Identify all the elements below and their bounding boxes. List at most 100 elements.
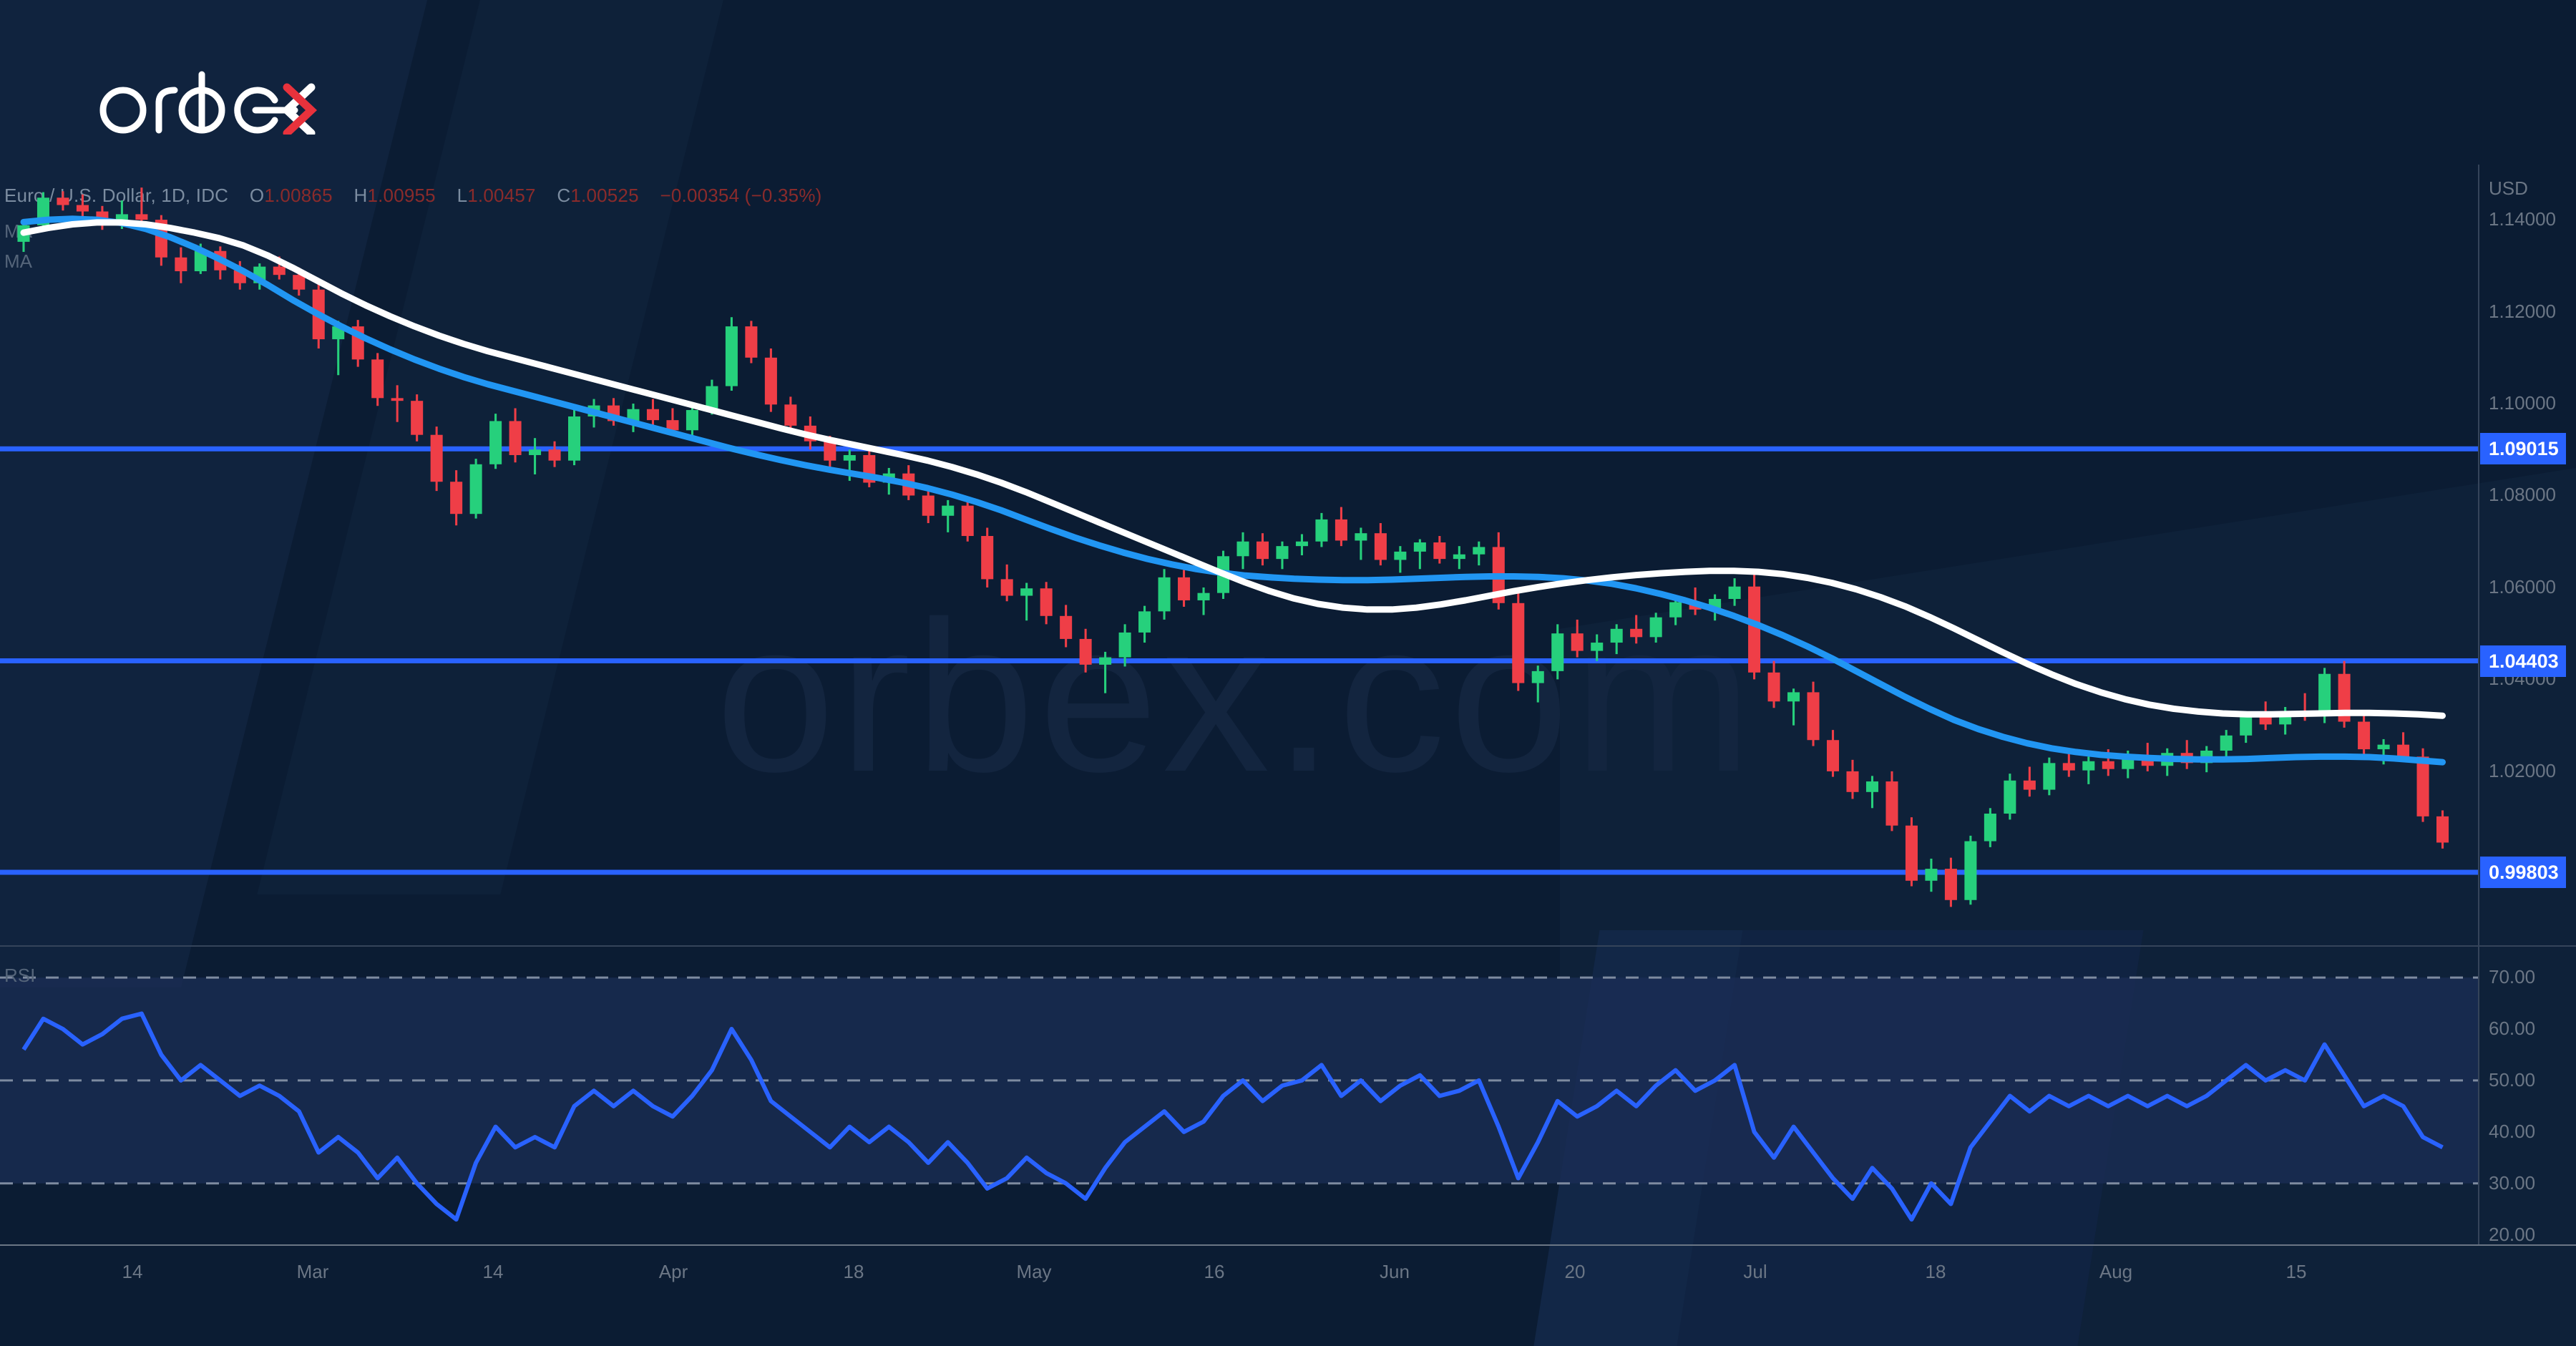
- candle: [922, 495, 935, 516]
- candle: [2023, 780, 2036, 790]
- time-axis-tick: Jul: [1743, 1261, 1767, 1282]
- candle: [1394, 551, 1407, 560]
- candle: [1040, 588, 1053, 616]
- candle: [1610, 628, 1623, 643]
- candle: [1846, 771, 1859, 792]
- candle: [745, 326, 758, 358]
- candle: [1767, 672, 1780, 702]
- time-axis-tick: 20: [1564, 1261, 1586, 1282]
- ma-line: [20, 215, 2446, 766]
- candle: [627, 409, 640, 421]
- candle: [1630, 628, 1643, 638]
- legend-high-key: H: [353, 185, 368, 206]
- candle: [2043, 763, 2056, 790]
- candle: [2318, 673, 2331, 716]
- candle: [1728, 586, 1741, 600]
- candle: [2220, 735, 2233, 751]
- candle: [548, 449, 561, 461]
- price-level-tag[interactable]: 1.04403: [2480, 645, 2566, 677]
- price-level-tag[interactable]: 1.09015: [2480, 433, 2566, 465]
- time-axis-divider: [0, 1244, 2576, 1246]
- legend-low-value: 1.00457: [467, 185, 536, 206]
- time-axis-tick: May: [1016, 1261, 1052, 1282]
- rsi-indicator-panel[interactable]: [0, 947, 2478, 1245]
- candle: [1453, 554, 1465, 560]
- candle: [489, 421, 502, 464]
- candle: [469, 464, 482, 514]
- rsi-axis[interactable]: 70.00 60.00 50.00 40.00 30.00 20.00: [2489, 947, 2575, 1246]
- time-axis[interactable]: 14 Mar 14 Apr 18 May 16 Jun 20 Jul 18 Aug 15: [0, 1254, 2478, 1304]
- time-axis-tick: 14: [122, 1261, 143, 1282]
- candle: [2004, 780, 2016, 814]
- candle: [175, 257, 187, 272]
- chart-legend: Euro / U.S. Dollar, 1D, IDC O1.00865 H1.…: [4, 185, 822, 207]
- candle: [961, 505, 974, 537]
- candle: [1256, 541, 1269, 560]
- time-axis-tick: 18: [1925, 1261, 1946, 1282]
- candle: [1178, 577, 1191, 600]
- candle: [293, 275, 306, 290]
- candle: [2397, 744, 2410, 757]
- candle: [135, 214, 148, 220]
- candle: [411, 401, 424, 435]
- candle: [1512, 603, 1525, 683]
- legend-ma2-label: MA: [4, 250, 32, 272]
- candle: [509, 421, 522, 455]
- candle: [1531, 670, 1544, 683]
- price-axis-tick: 1.12000: [2489, 300, 2556, 322]
- candle: [1138, 611, 1151, 633]
- legend-high-value: 1.00955: [367, 185, 436, 206]
- candle: [2358, 721, 2371, 750]
- legend-open-key: O: [249, 185, 265, 206]
- candle: [1807, 692, 1820, 741]
- price-axis[interactable]: 1.14000 1.12000 1.10000 1.08000 1.06000 1.040…: [2489, 165, 2575, 945]
- ma-line: [20, 219, 2446, 719]
- candle: [568, 416, 581, 461]
- candle: [430, 434, 443, 482]
- candle: [2082, 761, 2095, 771]
- price-axis-tick: 1.08000: [2489, 484, 2556, 506]
- candle: [1984, 814, 1996, 842]
- candle: [1964, 841, 1977, 900]
- candle: [1118, 632, 1131, 658]
- legend-open-value: 1.00865: [264, 185, 333, 206]
- legend-change-value: −0.00354 (−0.35%): [660, 185, 822, 206]
- candle: [1236, 541, 1249, 557]
- price-chart-panel[interactable]: [0, 165, 2478, 946]
- panel-divider-price-rsi: [0, 945, 2576, 947]
- candle: [391, 398, 404, 401]
- candle: [666, 420, 679, 431]
- candle: [1473, 547, 1485, 555]
- candle: [529, 449, 542, 455]
- candle: [76, 205, 89, 212]
- time-axis-tick: 18: [843, 1261, 864, 1282]
- candle: [1295, 541, 1308, 547]
- candle: [2259, 717, 2272, 725]
- rsi-title-label: RSI: [4, 965, 36, 986]
- candle: [1099, 657, 1112, 665]
- candle: [1944, 869, 1957, 900]
- candle: [1355, 533, 1367, 541]
- rsi-axis-tick: 70.00: [2489, 966, 2536, 988]
- candle: [706, 386, 718, 411]
- candle: [2240, 717, 2253, 736]
- rsi-axis-tick: 20.00: [2489, 1223, 2536, 1245]
- candle: [824, 441, 836, 461]
- candle: [1374, 533, 1387, 560]
- candle: [1335, 519, 1347, 541]
- candle: [2062, 763, 2075, 771]
- axis-vertical-separator: [2478, 165, 2479, 1245]
- candle: [1905, 825, 1918, 881]
- candle: [686, 410, 698, 431]
- time-axis-tick: 16: [1204, 1261, 1225, 1282]
- candle: [1158, 577, 1171, 612]
- candle: [1433, 542, 1446, 560]
- candle: [942, 505, 955, 516]
- time-axis-tick: Apr: [658, 1261, 688, 1282]
- candle: [981, 536, 994, 580]
- candle: [1748, 586, 1761, 673]
- rsi-axis-tick: 60.00: [2489, 1018, 2536, 1040]
- price-level-tag[interactable]: 0.99803: [2480, 857, 2566, 889]
- time-axis-tick: 15: [2285, 1261, 2307, 1282]
- candle: [2377, 744, 2390, 750]
